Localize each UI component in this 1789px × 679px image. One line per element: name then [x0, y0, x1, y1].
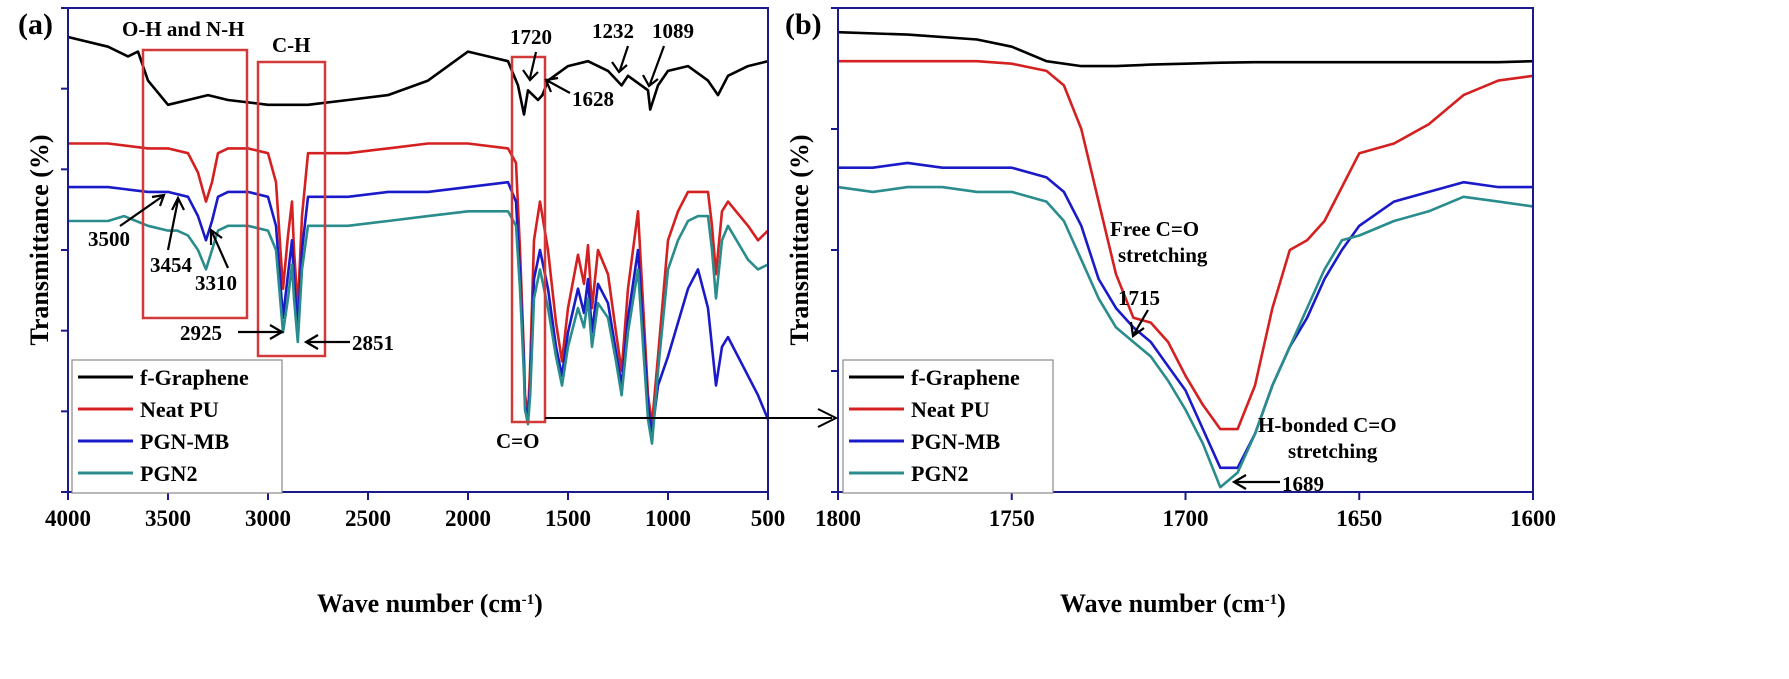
legend-a-label-pgn-mb: PGN-MB [140, 429, 230, 454]
arrow-2925 [238, 324, 285, 340]
legend-b-label-pgn-mb: PGN-MB [911, 429, 1001, 454]
annot-hbonded-co: H-bonded C=O [1258, 413, 1397, 437]
annot-1232: 1232 [592, 19, 634, 43]
arrow-3454 [166, 195, 185, 251]
x-tick-label-a-500: 500 [751, 506, 786, 531]
annotation-arrows-a [119, 45, 666, 350]
legend-b-label-f-graphene: f-Graphene [911, 365, 1020, 390]
arrow-1689 [1231, 474, 1280, 490]
legend-b-label-neat-pu: Neat PU [911, 397, 990, 422]
legend-a: f-Graphene Neat PU PGN-MB PGN2 [71, 359, 283, 494]
oh-nh-region-box [141, 48, 249, 320]
annot-3454: 3454 [150, 253, 193, 277]
arrow-1232 [611, 45, 630, 74]
co-region-box [510, 55, 547, 424]
x-axis-title-b: Wave number (cm-1) [1060, 589, 1286, 618]
x-tick-label-b-1600: 1600 [1510, 506, 1556, 531]
legend-a-label-neat-pu: Neat PU [140, 397, 219, 422]
annot-oh-nh: O-H and N-H [122, 17, 245, 41]
annot-ch: C-H [272, 33, 311, 57]
annotation-arrows-b [1129, 309, 1280, 490]
zoom-connector-arrowhead [817, 408, 839, 428]
legend-b-frame [842, 359, 1054, 494]
x-tick-label-b-1700: 1700 [1163, 506, 1209, 531]
annot-hbonded-stretching: stretching [1288, 439, 1378, 463]
x-tick-label-b-1650: 1650 [1336, 506, 1382, 531]
annot-free-stretching: stretching [1118, 243, 1208, 267]
annot-co: C=O [496, 429, 539, 453]
annot-1689: 1689 [1282, 472, 1324, 496]
series-line-b-pgn2 [837, 185, 1534, 489]
series-line-a-f-graphene [67, 35, 769, 116]
annot-2851: 2851 [352, 331, 394, 355]
arrow-1628 [544, 76, 571, 94]
ch-region-box [256, 60, 327, 358]
panel-b: 1800 1750 1700 1650 1600 [815, 7, 1556, 531]
series-line-a-pgn2 [68, 210, 769, 445]
x-tick-label-a-3500: 3500 [145, 506, 191, 531]
legend-b: f-Graphene Neat PU PGN-MB PGN2 [842, 359, 1054, 494]
annot-2925: 2925 [180, 321, 222, 345]
arrow-3500 [119, 193, 166, 227]
y-axis-title-a: Transmittance (%) [25, 134, 54, 345]
panel-label-a: (a) [18, 8, 53, 41]
series-line-b-pgn-mb [838, 161, 1533, 470]
panel-a: 4000 3500 3000 2500 2000 1500 1000 500 [45, 7, 786, 531]
x-tick-label-b-1750: 1750 [989, 506, 1035, 531]
arrow-1089 [642, 45, 666, 88]
x-tick-label-a-1500: 1500 [545, 506, 591, 531]
annot-1089: 1089 [652, 19, 694, 43]
x-tick-label-a-4000: 4000 [45, 506, 91, 531]
x-tick-label-a-2500: 2500 [345, 506, 391, 531]
legend-a-frame [71, 359, 283, 494]
annot-1720: 1720 [510, 25, 552, 49]
annot-free-co: Free C=O [1110, 217, 1199, 241]
annot-1628: 1628 [572, 87, 614, 111]
x-tick-label-b-1800: 1800 [815, 506, 861, 531]
series-line-b-neat-pu [838, 59, 1534, 431]
legend-a-label-f-graphene: f-Graphene [140, 365, 249, 390]
panel-label-b: (b) [785, 8, 822, 41]
x-tick-label-a-2000: 2000 [445, 506, 491, 531]
legend-a-label-pgn2: PGN2 [140, 461, 197, 486]
annot-3500: 3500 [88, 227, 130, 251]
x-axis-title-a: Wave number (cm-1) [317, 589, 543, 618]
legend-b-label-pgn2: PGN2 [911, 461, 968, 486]
x-tick-label-a-3000: 3000 [245, 506, 291, 531]
series-line-b-f-graphene [837, 30, 1534, 68]
arrow-2851 [303, 334, 350, 350]
y-axis-title-b: Transmittance (%) [785, 134, 814, 345]
x-tick-label-a-1000: 1000 [645, 506, 691, 531]
arrow-1715 [1129, 309, 1149, 338]
annot-1715: 1715 [1118, 286, 1160, 310]
arrow-1720 [522, 51, 539, 82]
arrow-3310 [209, 227, 230, 269]
annot-3310: 3310 [195, 271, 237, 295]
